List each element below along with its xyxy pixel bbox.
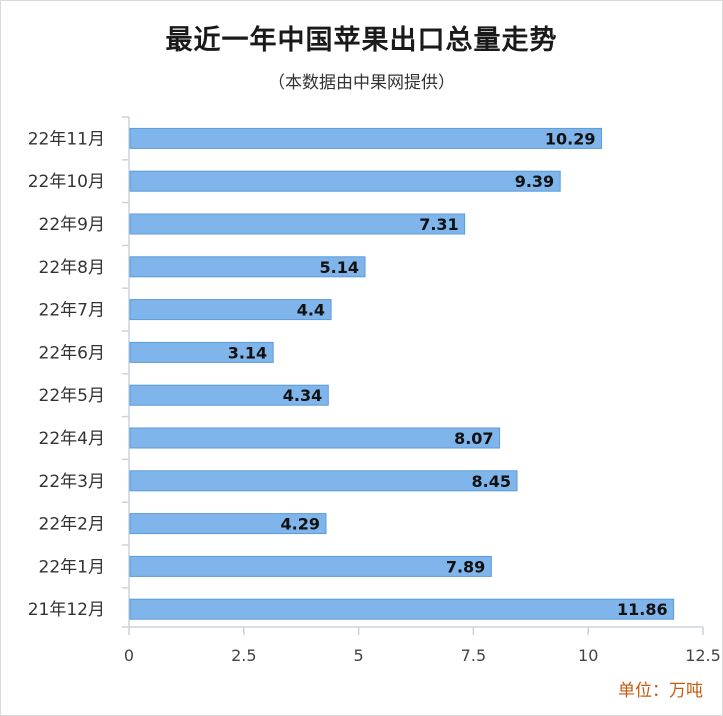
bar xyxy=(129,427,501,449)
category-label: 22年7月 xyxy=(39,301,105,321)
category-label: 22年1月 xyxy=(39,557,105,577)
bar xyxy=(129,513,327,535)
data-label: 8.07 xyxy=(454,429,493,448)
bar xyxy=(129,256,366,278)
category-label: 22年8月 xyxy=(39,258,105,278)
x-tick-label: 7.5 xyxy=(461,646,486,665)
bar xyxy=(129,299,332,321)
category-label: 22年11月 xyxy=(28,129,105,149)
data-label: 7.31 xyxy=(419,215,458,234)
data-label: 10.29 xyxy=(545,129,596,148)
data-label: 3.14 xyxy=(228,343,267,362)
data-label: 8.45 xyxy=(472,472,511,491)
category-label: 22年10月 xyxy=(28,172,105,192)
bar xyxy=(129,213,466,235)
bar xyxy=(129,598,675,620)
data-label: 7.89 xyxy=(446,557,485,576)
chart-subtitle: （本数据由中果网提供） xyxy=(268,73,455,93)
category-label: 22年3月 xyxy=(39,472,105,492)
bar xyxy=(129,555,492,577)
category-label: 22年5月 xyxy=(39,386,105,406)
category-label: 22年2月 xyxy=(39,515,105,535)
data-label: 4.29 xyxy=(281,515,320,534)
category-label: 21年12月 xyxy=(28,600,105,620)
bar xyxy=(129,170,561,192)
data-label: 11.86 xyxy=(617,600,668,619)
category-label: 22年6月 xyxy=(39,343,105,363)
data-label: 4.4 xyxy=(297,301,325,320)
data-label: 4.34 xyxy=(283,386,322,405)
category-label: 22年9月 xyxy=(39,215,105,235)
bar xyxy=(129,470,518,492)
x-tick-label: 0 xyxy=(124,646,134,665)
bar xyxy=(129,127,603,149)
data-label: 5.14 xyxy=(320,258,359,277)
bar xyxy=(129,384,329,406)
x-tick-label: 2.5 xyxy=(231,646,256,665)
category-label: 22年4月 xyxy=(39,429,105,449)
unit-label: 单位：万吨 xyxy=(618,681,703,701)
x-tick-label: 12.5 xyxy=(685,646,721,665)
chart-title: 最近一年中国苹果出口总量走势 xyxy=(165,25,558,56)
bar xyxy=(129,341,274,363)
x-tick-label: 5 xyxy=(354,646,364,665)
data-label: 9.39 xyxy=(515,172,554,191)
x-tick-label: 10 xyxy=(578,646,598,665)
